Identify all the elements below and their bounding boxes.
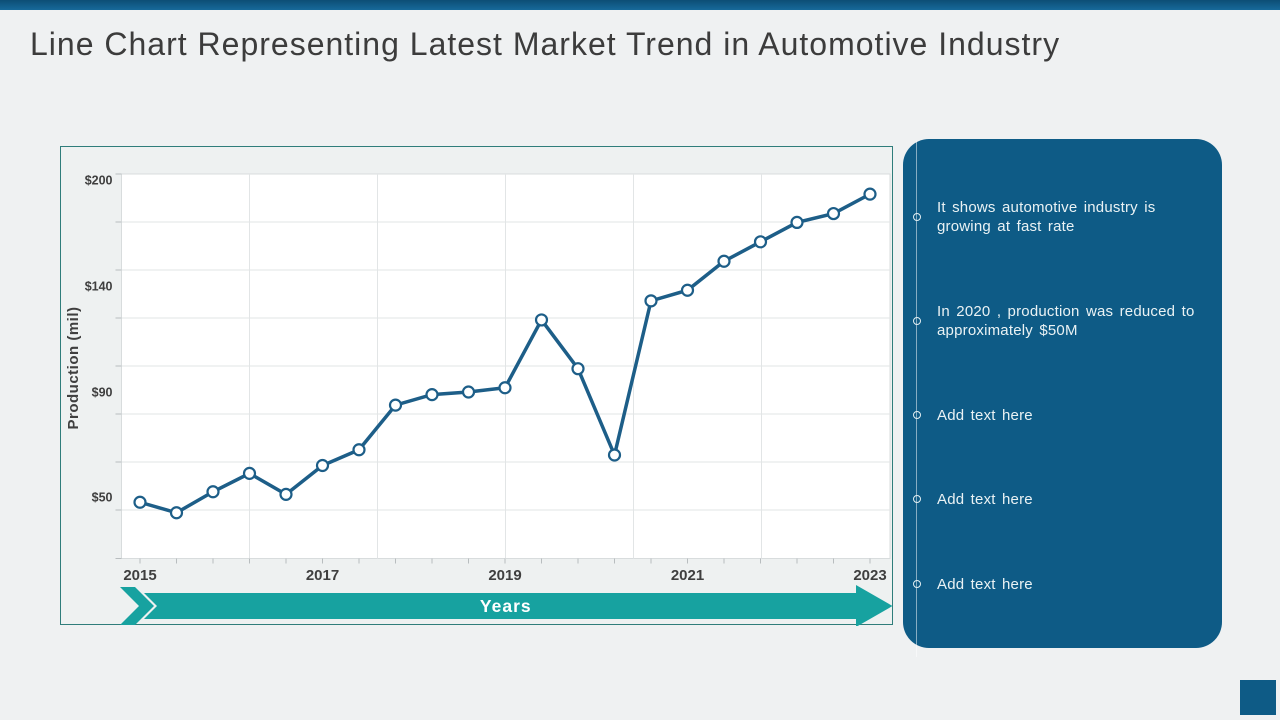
years-arrow-chevron [120, 587, 154, 625]
info-panel: It shows automotive industry is growing … [903, 139, 1222, 657]
data-point-marker [826, 206, 841, 221]
bullet-text: In 2020 , production was reduced to appr… [937, 303, 1195, 339]
y-tick-label: $50 [92, 491, 113, 505]
data-point-marker [498, 381, 512, 395]
x-tick-label: 2023 [853, 567, 886, 584]
bullet-text: Add text here [937, 406, 1033, 424]
data-point-marker [242, 466, 257, 480]
data-point-marker [790, 215, 804, 229]
chart-card: $200 $140 $90 $50 2015 2017 2019 2021 2023 Produc… [60, 146, 893, 626]
years-arrow-label: Years [480, 596, 532, 616]
bullet-dot [913, 410, 921, 419]
data-point-marker [133, 495, 147, 509]
bullet-dot [913, 494, 921, 503]
production-line-chart: $200 $140 $90 $50 2015 2017 2019 2021 2023 Produc… [65, 173, 893, 626]
data-point-marker [425, 388, 439, 402]
bullet-text: Add text here [937, 575, 1033, 593]
y-axis-title: Production (mil) [65, 307, 82, 430]
data-point-marker [206, 485, 220, 499]
y-tick-label: $200 [85, 174, 113, 188]
data-point-marker [388, 398, 403, 412]
data-point-marker [352, 443, 366, 457]
corner-accent-square [1240, 680, 1276, 715]
slide-title: Line Chart Representing Latest Market Tr… [30, 26, 1061, 62]
y-tick-label: $90 [92, 386, 113, 400]
y-tick-label: $140 [85, 280, 113, 294]
years-arrow [144, 585, 893, 626]
data-point-marker [279, 487, 293, 501]
data-point-marker [534, 313, 549, 327]
data-point-marker [315, 458, 330, 473]
bullet-text: It shows automotive industry is growing … [937, 199, 1156, 235]
data-point-marker [717, 254, 731, 268]
top-accent-bar [0, 0, 1280, 10]
x-tick-label: 2021 [671, 567, 704, 584]
data-point-marker [607, 448, 622, 462]
data-point-marker [571, 362, 585, 376]
x-tick-label: 2017 [306, 567, 339, 584]
data-point-marker [644, 294, 658, 308]
bullet-connector-line [916, 141, 917, 657]
bullet-dot [913, 212, 921, 221]
bullet-text: Add text here [937, 490, 1033, 508]
data-point-marker [753, 235, 768, 249]
data-point-marker [863, 187, 877, 201]
x-tick-label: 2019 [488, 567, 521, 584]
bullet-dot [913, 316, 921, 325]
data-point-marker [169, 506, 184, 520]
bullet-dot [913, 579, 921, 588]
data-point-marker [680, 283, 695, 297]
x-tick-label: 2015 [123, 567, 156, 584]
data-point-marker [461, 385, 476, 399]
